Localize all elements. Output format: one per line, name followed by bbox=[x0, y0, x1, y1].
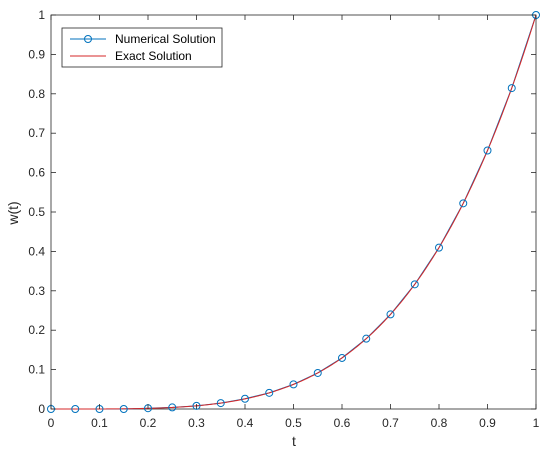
numerical-point bbox=[483, 146, 492, 155]
y-tick-label: 0.4 bbox=[28, 244, 45, 258]
x-tick-label: 0.3 bbox=[188, 416, 205, 430]
numerical-point bbox=[459, 199, 468, 208]
numerical-point bbox=[71, 405, 80, 413]
numerical-point bbox=[410, 280, 419, 289]
y-tick-label: 0.1 bbox=[28, 363, 45, 377]
x-tick-label: 0.7 bbox=[382, 416, 399, 430]
ticks: 0 0.1 0.2 0.3 0.4 0.5 0.6 0.7 0.8 0.9 1 0 0.1 0.2 0.3 0… bbox=[28, 8, 539, 430]
legend-marker-numerical bbox=[84, 35, 92, 43]
axes-box bbox=[50, 14, 537, 410]
numerical-point bbox=[265, 388, 274, 397]
legend-label-exact: Exact Solution bbox=[115, 49, 192, 63]
numerical-point bbox=[241, 394, 249, 403]
y-tick-label: 0.2 bbox=[28, 323, 45, 337]
x-tick-label: 0.8 bbox=[431, 416, 448, 430]
y-tick-label: 0 bbox=[38, 402, 45, 416]
numerical-point bbox=[168, 403, 177, 412]
y-axis-label: w(t) bbox=[5, 201, 21, 225]
numerical-point bbox=[386, 310, 395, 319]
numerical-series-line bbox=[51, 14, 537, 410]
y-tick-label: 0.8 bbox=[28, 87, 45, 101]
x-tick-label: 0.5 bbox=[285, 416, 302, 430]
numerical-point bbox=[435, 243, 443, 252]
y-tick-label: 0.7 bbox=[28, 126, 45, 140]
numerical-point bbox=[338, 353, 346, 362]
plot-area bbox=[47, 11, 540, 413]
numerical-point bbox=[313, 368, 322, 377]
y-tick-label: 0.9 bbox=[28, 47, 45, 61]
x-axis-label: t bbox=[292, 433, 296, 449]
y-tick-label: 0.5 bbox=[28, 205, 45, 219]
numerical-point bbox=[507, 84, 516, 93]
x-tick-label: 0 bbox=[48, 416, 55, 430]
y-tick-label: 0.6 bbox=[28, 166, 45, 180]
x-tick-label: 0.6 bbox=[334, 416, 351, 430]
numerical-point bbox=[289, 380, 298, 389]
x-tick-label: 0.4 bbox=[237, 416, 254, 430]
y-tick-label: 1 bbox=[38, 8, 45, 22]
y-tick-label: 0.3 bbox=[28, 284, 45, 298]
numerical-point bbox=[362, 334, 371, 343]
numerical-point bbox=[192, 401, 201, 410]
numerical-point bbox=[216, 399, 225, 408]
legend-box bbox=[61, 27, 223, 68]
x-tick-label: 0.1 bbox=[91, 416, 108, 430]
legend: Numerical Solution Exact Solution bbox=[61, 27, 223, 68]
x-tick-label: 0.9 bbox=[479, 416, 496, 430]
legend-label-numerical: Numerical Solution bbox=[115, 32, 216, 46]
numerical-point bbox=[119, 405, 128, 413]
x-tick-label: 0.2 bbox=[140, 416, 157, 430]
exact-series-line bbox=[51, 14, 537, 410]
x-tick-label: 1 bbox=[533, 416, 540, 430]
